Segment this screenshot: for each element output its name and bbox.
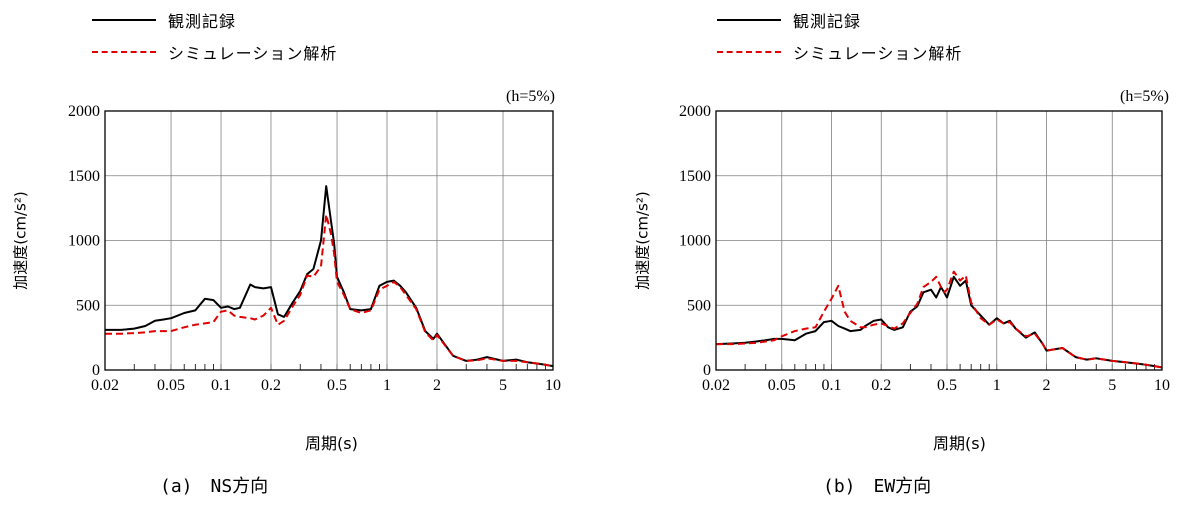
chart-panel-ns: 観測記録 シミュレーション解析 (h=5%) 加速度(cm/s²) 0.02 0.… <box>12 8 562 497</box>
legend-simulation: シミュレーション解析 <box>717 40 962 64</box>
chart-caption: (b) EW方向 <box>823 476 932 497</box>
simulation-series-line <box>105 213 554 368</box>
legend-solid-swatch <box>92 19 156 21</box>
y-tick-label: 2000 <box>679 103 711 120</box>
x-tick-label: 0.1 <box>822 377 842 394</box>
y-tick-label: 500 <box>76 297 100 314</box>
x-tick-label: 1 <box>993 377 1001 394</box>
chart-panel-ew: 観測記録 シミュレーション解析 (h=5%) 加速度(cm/s²) 0.02 0.… <box>615 0 1190 506</box>
x-tick-label: 0.2 <box>871 377 891 394</box>
plot-frame <box>104 110 554 371</box>
observed-series-line <box>715 275 1163 369</box>
x-tick-label: 0.5 <box>937 377 957 394</box>
x-tick-label: 0.05 <box>768 377 796 394</box>
legend-solid-swatch <box>717 19 781 21</box>
x-tick-label: 10 <box>545 377 561 394</box>
x-tick-label: 5 <box>499 377 507 394</box>
legend-simulation-label: シミュレーション解析 <box>793 44 963 63</box>
x-axis-label: 周期(s) <box>305 434 358 453</box>
x-tick-label: 0.2 <box>261 377 281 394</box>
y-tick-label: 0 <box>92 362 100 379</box>
x-tick-label: 2 <box>433 377 441 394</box>
x-tick-label: 5 <box>1108 377 1116 394</box>
y-tick-label: 1500 <box>679 168 711 185</box>
x-tick-label: 2 <box>1042 377 1050 394</box>
x-axis-label: 周期(s) <box>933 434 986 453</box>
observed-series-line <box>105 185 554 368</box>
plot-frame <box>715 110 1163 371</box>
x-tick-label: 0.1 <box>211 377 231 394</box>
legend-observed-label: 観測記録 <box>793 12 862 31</box>
chart-caption: (a) NS方向 <box>160 476 269 497</box>
legend-dashed-swatch <box>717 51 781 53</box>
x-tick-label: 0.02 <box>702 377 730 394</box>
x-tick-label: 1 <box>383 377 391 394</box>
damping-note: (h=5%) <box>506 88 556 105</box>
legend-simulation: シミュレーション解析 <box>92 40 337 64</box>
legend-observed: 観測記録 <box>92 8 236 32</box>
damping-note: (h=5%) <box>1120 88 1170 105</box>
legend-observed-label: 観測記録 <box>168 12 237 31</box>
x-tick-label: 0.05 <box>157 377 185 394</box>
y-tick-label: 2000 <box>68 103 100 120</box>
y-tick-label: 0 <box>703 362 711 379</box>
legend-simulation-label: シミュレーション解析 <box>168 44 338 63</box>
spectrum-chart-ns: 0.02 0.05 0.1 0.2 0.5 1 2 5 10 0 500 1000 1500 2000 <box>68 103 561 394</box>
legend-observed: 観測記録 <box>717 8 861 32</box>
x-tick-label: 0.02 <box>91 377 119 394</box>
y-tick-label: 1000 <box>679 233 711 250</box>
y-tick-label: 500 <box>687 297 711 314</box>
simulation-series-line <box>716 270 1163 369</box>
y-tick-label: 1500 <box>68 168 100 185</box>
spectrum-chart-ew: 0.02 0.05 0.1 0.2 0.5 1 2 5 10 0 500 1000 1500 2000 <box>679 103 1170 394</box>
legend-dashed-swatch <box>92 51 156 53</box>
y-tick-label: 1000 <box>68 233 100 250</box>
x-tick-label: 0.5 <box>327 377 347 394</box>
x-tick-label: 10 <box>1154 377 1170 394</box>
